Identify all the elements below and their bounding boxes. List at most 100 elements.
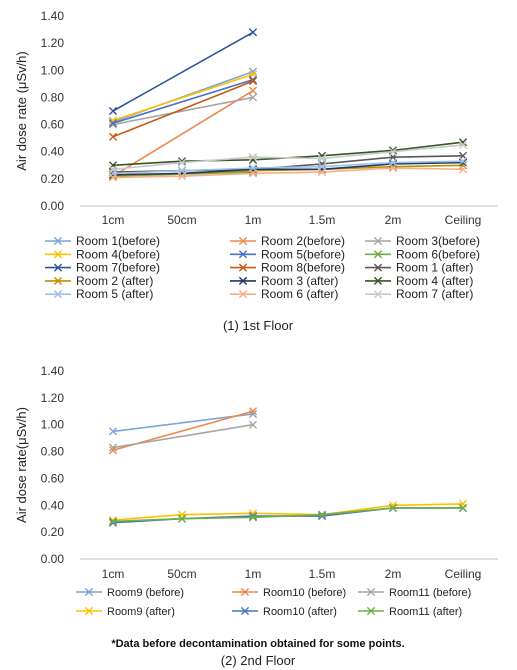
- footnote: *Data before decontamination obtained fo…: [111, 638, 404, 650]
- legend-entry: Room 8(before): [230, 261, 345, 275]
- legend-entry: Room 7(before): [45, 261, 160, 275]
- legend-entry: Room10 (after): [232, 606, 337, 618]
- y-tick-label: 1.20: [41, 36, 65, 50]
- legend: Room9 (before) Room10 (before) Room11 (bef…: [76, 587, 471, 618]
- series-line: [112, 96, 254, 126]
- series-3: [108, 420, 258, 452]
- series-line: [112, 79, 254, 124]
- legend-swatch-marker-b: [53, 276, 63, 285]
- legend-swatch-marker-b: [53, 263, 63, 272]
- legend-label: Room 5(before): [261, 247, 345, 261]
- series-line: [112, 507, 463, 523]
- series-line: [112, 161, 464, 176]
- data-point-b: [248, 67, 258, 76]
- data-point-b: [458, 157, 468, 166]
- legend-label: Room 6 (after): [261, 287, 338, 301]
- data-point-b: [108, 517, 118, 526]
- legend-entry: Room10 (before): [232, 587, 346, 599]
- data-point-b: [248, 77, 258, 86]
- legend-entry: Room9 (after): [76, 606, 175, 618]
- series-line: [112, 423, 254, 449]
- data-point-b: [177, 172, 187, 181]
- legend-swatch-marker-b: [373, 236, 383, 246]
- y-tick-label: 1.40: [41, 9, 65, 23]
- series-15: [108, 140, 468, 174]
- series-line: [112, 160, 464, 175]
- legend: Room 1(before) Room 2(before) Room 3(befor…: [45, 234, 480, 301]
- series-3: [108, 93, 258, 129]
- data-point-b: [458, 158, 468, 167]
- x-tick-label: 1.5m: [309, 567, 336, 581]
- y-tick-label: 0.40: [41, 145, 65, 159]
- legend-swatch-marker-b: [373, 290, 383, 299]
- legend-entry: Room 5(before): [230, 247, 345, 261]
- series-line: [112, 503, 464, 521]
- chart-caption: (2) 2nd Floor: [221, 653, 296, 668]
- series-2: [108, 407, 258, 455]
- series-7: [108, 28, 258, 116]
- legend-label: Room 3 (after): [261, 274, 338, 288]
- data-point-b: [248, 93, 258, 102]
- y-tick-label: 1.00: [41, 418, 65, 432]
- legend-swatch-marker-b: [53, 236, 63, 246]
- legend-entry: Room 3 (after): [230, 274, 338, 288]
- data-point-b: [108, 119, 118, 128]
- legend-swatch-marker-b: [238, 263, 248, 272]
- legend-entry: Room 2 (after): [45, 274, 153, 288]
- data-point-b: [177, 157, 187, 166]
- data-point-b: [108, 106, 118, 116]
- legend-entry: Room 6(before): [365, 247, 480, 261]
- legend-entry: Room 1 (after): [365, 261, 473, 275]
- data-point-b: [177, 514, 187, 523]
- series-14: [108, 163, 468, 182]
- data-point-b: [248, 513, 258, 522]
- data-point-b: [108, 132, 118, 141]
- legend-swatch-marker-b: [238, 290, 248, 299]
- data-point-b: [248, 511, 258, 521]
- x-tick-label: 2m: [385, 567, 402, 581]
- legend-swatch-marker-b: [84, 587, 94, 597]
- chart-1: 0.00 0.20 0.40 0.60 0.80 1.00 1.20 1.40 Air dose…: [14, 9, 498, 333]
- data-point-b: [108, 427, 118, 436]
- legend-entry: Room 3(before): [365, 234, 480, 248]
- legend-label: Room 8(before): [261, 261, 345, 275]
- legend-swatch-marker-b: [53, 250, 63, 259]
- series-line: [112, 413, 254, 433]
- legend-entry: Room 7 (after): [365, 287, 473, 301]
- legend-swatch-marker-b: [238, 250, 248, 259]
- data-point-b: [108, 165, 118, 174]
- series-line: [112, 89, 254, 177]
- chart-2: 0.00 0.20 0.40 0.60 0.80 1.00 1.20 1.40 Air dose…: [14, 364, 498, 618]
- legend-label: Room 2 (after): [76, 274, 153, 288]
- data-point-b: [248, 407, 258, 416]
- data-point-b: [317, 511, 327, 521]
- data-point-b: [388, 163, 398, 173]
- series-8: [108, 77, 258, 141]
- legend-entry: Room11 (before): [358, 587, 471, 599]
- legend-label: Room 1 (after): [396, 261, 473, 275]
- y-tick-label: 0.60: [41, 118, 65, 132]
- legend-label: Room11 (after): [389, 606, 462, 618]
- legend-label: Room10 (after): [263, 606, 337, 618]
- data-point-b: [248, 420, 258, 429]
- legend-swatch-marker-b: [366, 606, 376, 616]
- y-tick-label: 0.60: [41, 471, 65, 485]
- x-tick-label: 2m: [385, 213, 402, 227]
- data-point-b: [108, 443, 118, 452]
- legend-entry: Room 2(before): [230, 234, 345, 248]
- data-point-b: [108, 515, 118, 525]
- data-point-b: [458, 503, 468, 513]
- data-point-b: [458, 140, 468, 150]
- y-tick-label: 0.80: [41, 90, 65, 104]
- series-line: [112, 144, 464, 171]
- y-axis-title: Air dose rate(μSv/h): [14, 407, 29, 523]
- legend-entry: Room 5 (after): [45, 287, 153, 301]
- legend-label: Room11 (before): [389, 587, 471, 599]
- data-point-b: [248, 409, 258, 419]
- data-point-b: [317, 167, 327, 177]
- data-point-b: [388, 146, 398, 155]
- x-tick-label: 1m: [245, 567, 262, 581]
- data-point-b: [317, 510, 327, 519]
- data-point-b: [108, 116, 118, 125]
- legend-swatch-marker-b: [373, 250, 383, 259]
